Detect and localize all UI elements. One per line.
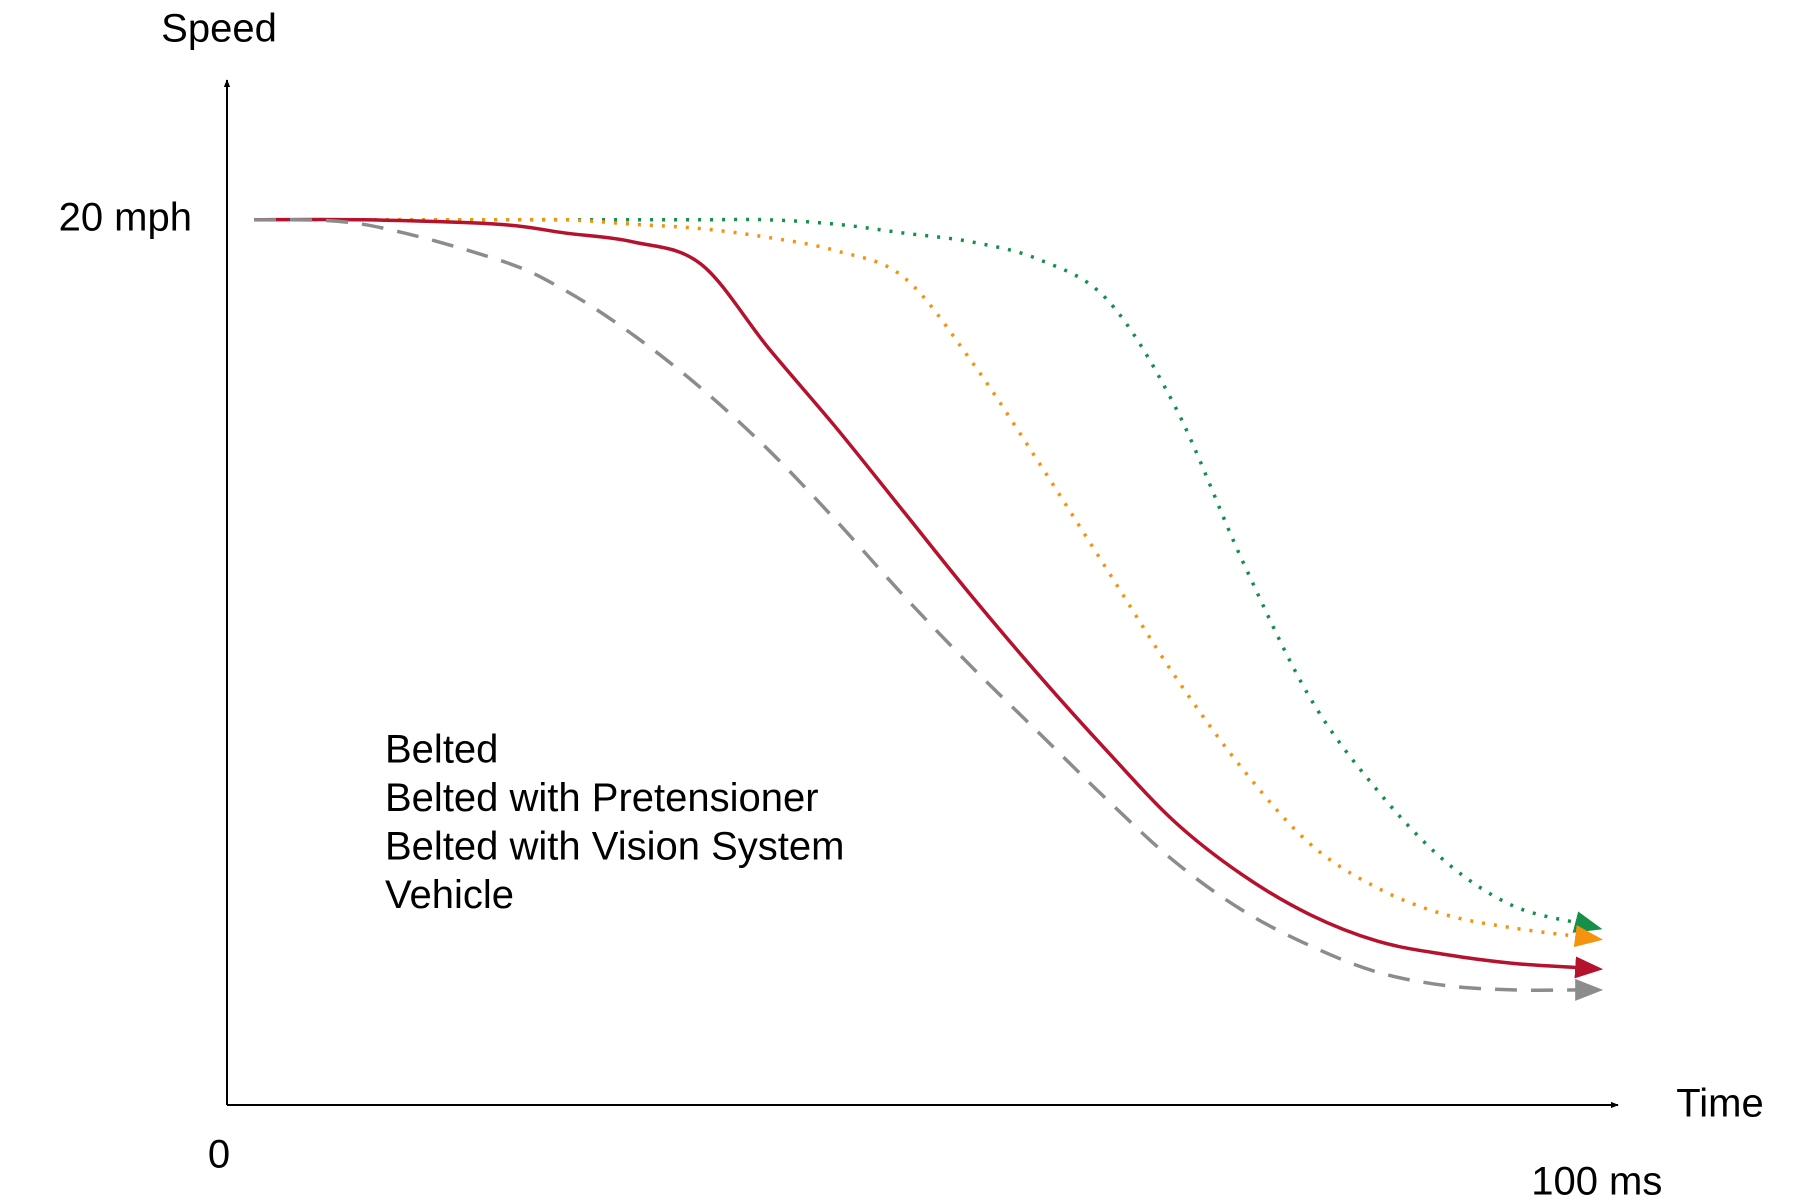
x-tick-label: 100 ms bbox=[1531, 1160, 1662, 1198]
y-tick-label: 20 mph bbox=[59, 195, 192, 239]
series-line bbox=[254, 217, 1604, 947]
y-axis-label: Speed bbox=[161, 7, 277, 51]
series-line bbox=[254, 217, 1603, 933]
legend-entry: Belted bbox=[385, 728, 498, 772]
legend-entry: Belted with Vision System bbox=[385, 825, 844, 869]
series-line bbox=[254, 217, 1604, 979]
legend-entry: Belted with Pretensioner bbox=[385, 776, 819, 820]
legend-entry: Vehicle bbox=[385, 873, 514, 917]
x-axis-label: Time bbox=[1676, 1082, 1763, 1126]
series-line bbox=[254, 217, 1604, 1001]
x-tick-label: 0 bbox=[208, 1133, 230, 1177]
